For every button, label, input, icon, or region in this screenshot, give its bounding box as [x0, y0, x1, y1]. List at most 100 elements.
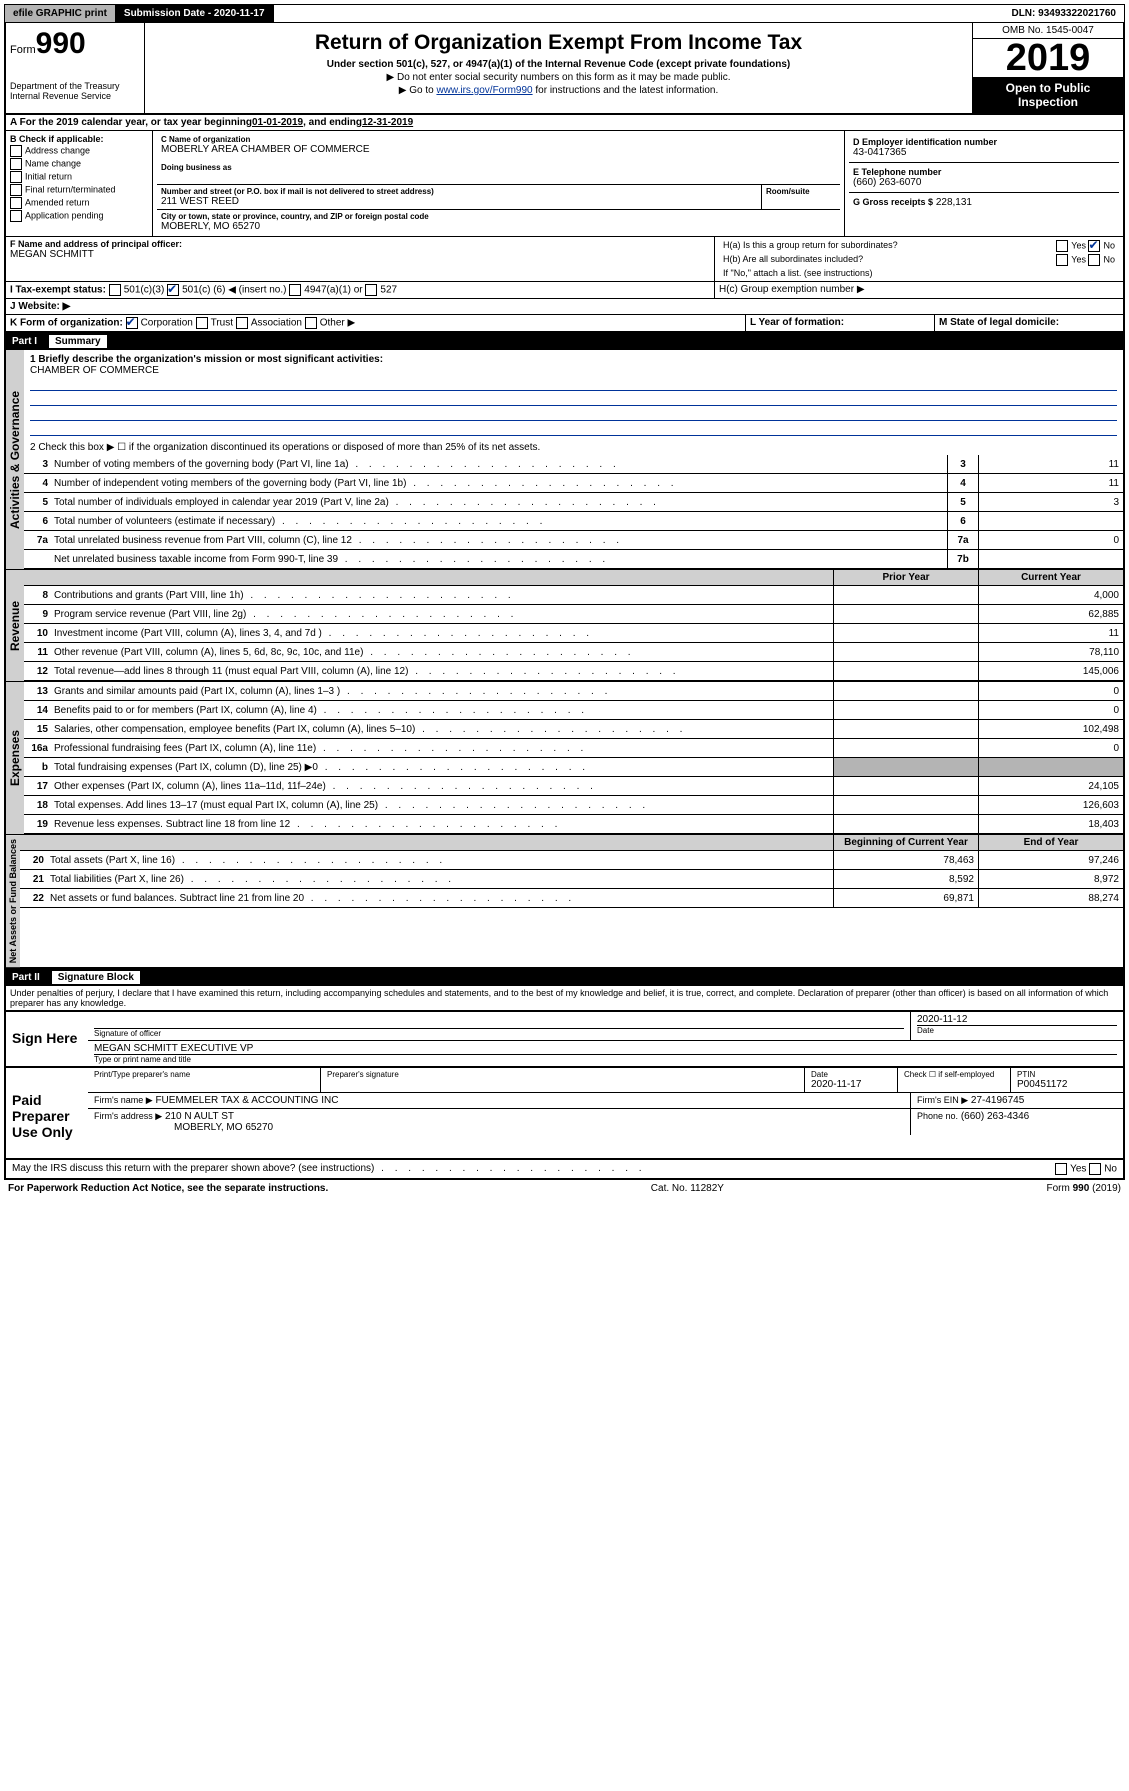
- gross-receipts: 228,131: [936, 197, 972, 208]
- tax-year: 2019: [973, 39, 1123, 77]
- gov-line-5: 5 Total number of individuals employed i…: [24, 493, 1123, 512]
- sig-date: 2020-11-12: [917, 1014, 1117, 1025]
- chk-final[interactable]: [10, 184, 22, 196]
- efile-label[interactable]: efile GRAPHIC print: [5, 5, 116, 22]
- sec-expenses: Expenses 13 Grants and similar amounts p…: [4, 682, 1125, 835]
- type-name-label: Type or print name and title: [94, 1055, 1117, 1064]
- ein: 43-0417365: [853, 147, 1115, 158]
- chk-trust[interactable]: [196, 317, 208, 329]
- ssn-note: ▶ Do not enter social security numbers o…: [153, 72, 964, 83]
- irs-link[interactable]: www.irs.gov/Form990: [436, 85, 532, 96]
- officer-group-row: F Name and address of principal officer:…: [4, 237, 1125, 282]
- footer-mid: Cat. No. 11282Y: [651, 1183, 724, 1194]
- col-begin: Beginning of Current Year: [833, 835, 978, 850]
- firm-phone: (660) 263-4346: [961, 1111, 1029, 1122]
- date-label: Date: [917, 1026, 1117, 1035]
- chk-4947[interactable]: [289, 284, 301, 296]
- line-19: 19 Revenue less expenses. Subtract line …: [24, 815, 1123, 834]
- vlabel-exp: Expenses: [6, 682, 24, 834]
- chk-name[interactable]: [10, 158, 22, 170]
- box-c: C Name of organization MOBERLY AREA CHAM…: [153, 131, 845, 236]
- telephone: (660) 263-6070: [853, 177, 1115, 188]
- line-12: 12 Total revenue—add lines 8 through 11 …: [24, 662, 1123, 681]
- sign-here-block: Sign Here Signature of officer 2020-11-1…: [4, 1011, 1125, 1068]
- officer-name-title: MEGAN SCHMITT EXECUTIVE VP: [94, 1043, 1117, 1054]
- form-title: Return of Organization Exempt From Incom…: [153, 31, 964, 55]
- footer-left: For Paperwork Reduction Act Notice, see …: [8, 1183, 328, 1194]
- line-13: 13 Grants and similar amounts paid (Part…: [24, 682, 1123, 701]
- period-end: 12-31-2019: [362, 117, 413, 128]
- gov-line-7b: Net unrelated business taxable income fr…: [24, 550, 1123, 569]
- open-public-badge: Open to Public Inspection: [973, 77, 1123, 113]
- line-21: 21 Total liabilities (Part X, line 26) 8…: [20, 870, 1123, 889]
- discuss-no[interactable]: [1089, 1163, 1101, 1175]
- paid-preparer-label: Paid Preparer Use Only: [6, 1068, 88, 1158]
- discuss-row: May the IRS discuss this return with the…: [4, 1160, 1125, 1180]
- line2: 2 Check this box ▶ ☐ if the organization…: [24, 440, 1123, 455]
- check-self[interactable]: Check ☐ if self-employed: [898, 1068, 1011, 1092]
- submission-date: Submission Date - 2020-11-17: [116, 5, 274, 22]
- line-15: 15 Salaries, other compensation, employe…: [24, 720, 1123, 739]
- chk-amended[interactable]: [10, 197, 22, 209]
- gov-line-6: 6 Total number of volunteers (estimate i…: [24, 512, 1123, 531]
- sign-here-label: Sign Here: [6, 1012, 88, 1066]
- perjury-text: Under penalties of perjury, I declare th…: [4, 986, 1125, 1011]
- chk-527[interactable]: [365, 284, 377, 296]
- klm-row: K Form of organization: Corporation Trus…: [4, 315, 1125, 333]
- ha-yes[interactable]: [1056, 240, 1068, 252]
- vlabel-net: Net Assets or Fund Balances: [6, 835, 20, 967]
- sec-governance: Activities & Governance 1 Briefly descri…: [4, 350, 1125, 570]
- footer-right: Form 990 (2019): [1047, 1183, 1122, 1194]
- footer: For Paperwork Reduction Act Notice, see …: [4, 1180, 1125, 1197]
- form-subtitle: Under section 501(c), 527, or 4947(a)(1)…: [153, 59, 964, 70]
- chk-initial[interactable]: [10, 171, 22, 183]
- line-14: 14 Benefits paid to or for members (Part…: [24, 701, 1123, 720]
- gov-line-4: 4 Number of independent voting members o…: [24, 474, 1123, 493]
- org-city: MOBERLY, MO 65270: [161, 221, 836, 232]
- firm-addr: 210 N AULT ST: [165, 1111, 234, 1122]
- chk-pending[interactable]: [10, 210, 22, 222]
- tax-status-row: I Tax-exempt status: 501(c)(3) 501(c) (6…: [4, 282, 1125, 299]
- chk-other[interactable]: [305, 317, 317, 329]
- part2-header: Part II Signature Block: [4, 969, 1125, 986]
- prep-date: 2020-11-17: [811, 1079, 891, 1090]
- line-17: 17 Other expenses (Part IX, column (A), …: [24, 777, 1123, 796]
- dept-treasury: Department of the Treasury: [10, 81, 140, 91]
- line-10: 10 Investment income (Part VIII, column …: [24, 624, 1123, 643]
- top-bar: efile GRAPHIC print Submission Date - 20…: [4, 4, 1125, 23]
- discuss-yes[interactable]: [1055, 1163, 1067, 1175]
- hb-note: If "No," attach a list. (see instruction…: [719, 267, 1119, 279]
- identity-block: B Check if applicable: Address change Na…: [4, 131, 1125, 237]
- line-11: 11 Other revenue (Part VIII, column (A),…: [24, 643, 1123, 662]
- goto-note: ▶ Go to www.irs.gov/Form990 for instruct…: [153, 85, 964, 96]
- chk-501c[interactable]: [167, 284, 179, 296]
- line-9: 9 Program service revenue (Part VIII, li…: [24, 605, 1123, 624]
- hb-label: H(b) Are all subordinates included?: [723, 254, 863, 266]
- principal-officer: MEGAN SCHMITT: [10, 249, 710, 260]
- hb-yes[interactable]: [1056, 254, 1068, 266]
- line-16a: 16a Professional fundraising fees (Part …: [24, 739, 1123, 758]
- website-row: J Website: ▶: [4, 299, 1125, 315]
- ptin: P00451172: [1017, 1079, 1117, 1090]
- chk-501c3[interactable]: [109, 284, 121, 296]
- chk-address[interactable]: [10, 145, 22, 157]
- ha-label: H(a) Is this a group return for subordin…: [723, 240, 898, 252]
- sec-revenue: Revenue Prior Year Current Year 8 Contri…: [4, 570, 1125, 682]
- sig-officer-label: Signature of officer: [94, 1029, 904, 1038]
- ha-no[interactable]: [1088, 240, 1100, 252]
- form-header: Form990 Department of the Treasury Inter…: [4, 23, 1125, 115]
- org-address: 211 WEST REED: [161, 196, 757, 207]
- chk-corp[interactable]: [126, 317, 138, 329]
- vlabel-gov: Activities & Governance: [6, 350, 24, 569]
- period-row: A For the 2019 calendar year, or tax yea…: [4, 115, 1125, 131]
- gov-line-3: 3 Number of voting members of the govern…: [24, 455, 1123, 474]
- chk-assoc[interactable]: [236, 317, 248, 329]
- dept-irs: Internal Revenue Service: [10, 91, 140, 101]
- hc-label: H(c) Group exemption number ▶: [715, 282, 1123, 298]
- line-22: 22 Net assets or fund balances. Subtract…: [20, 889, 1123, 908]
- hb-no[interactable]: [1088, 254, 1100, 266]
- gov-line-7a: 7a Total unrelated business revenue from…: [24, 531, 1123, 550]
- dln: DLN: 93493322021760: [1003, 5, 1124, 22]
- line-18: 18 Total expenses. Add lines 13–17 (must…: [24, 796, 1123, 815]
- firm-ein: 27-4196745: [971, 1095, 1024, 1106]
